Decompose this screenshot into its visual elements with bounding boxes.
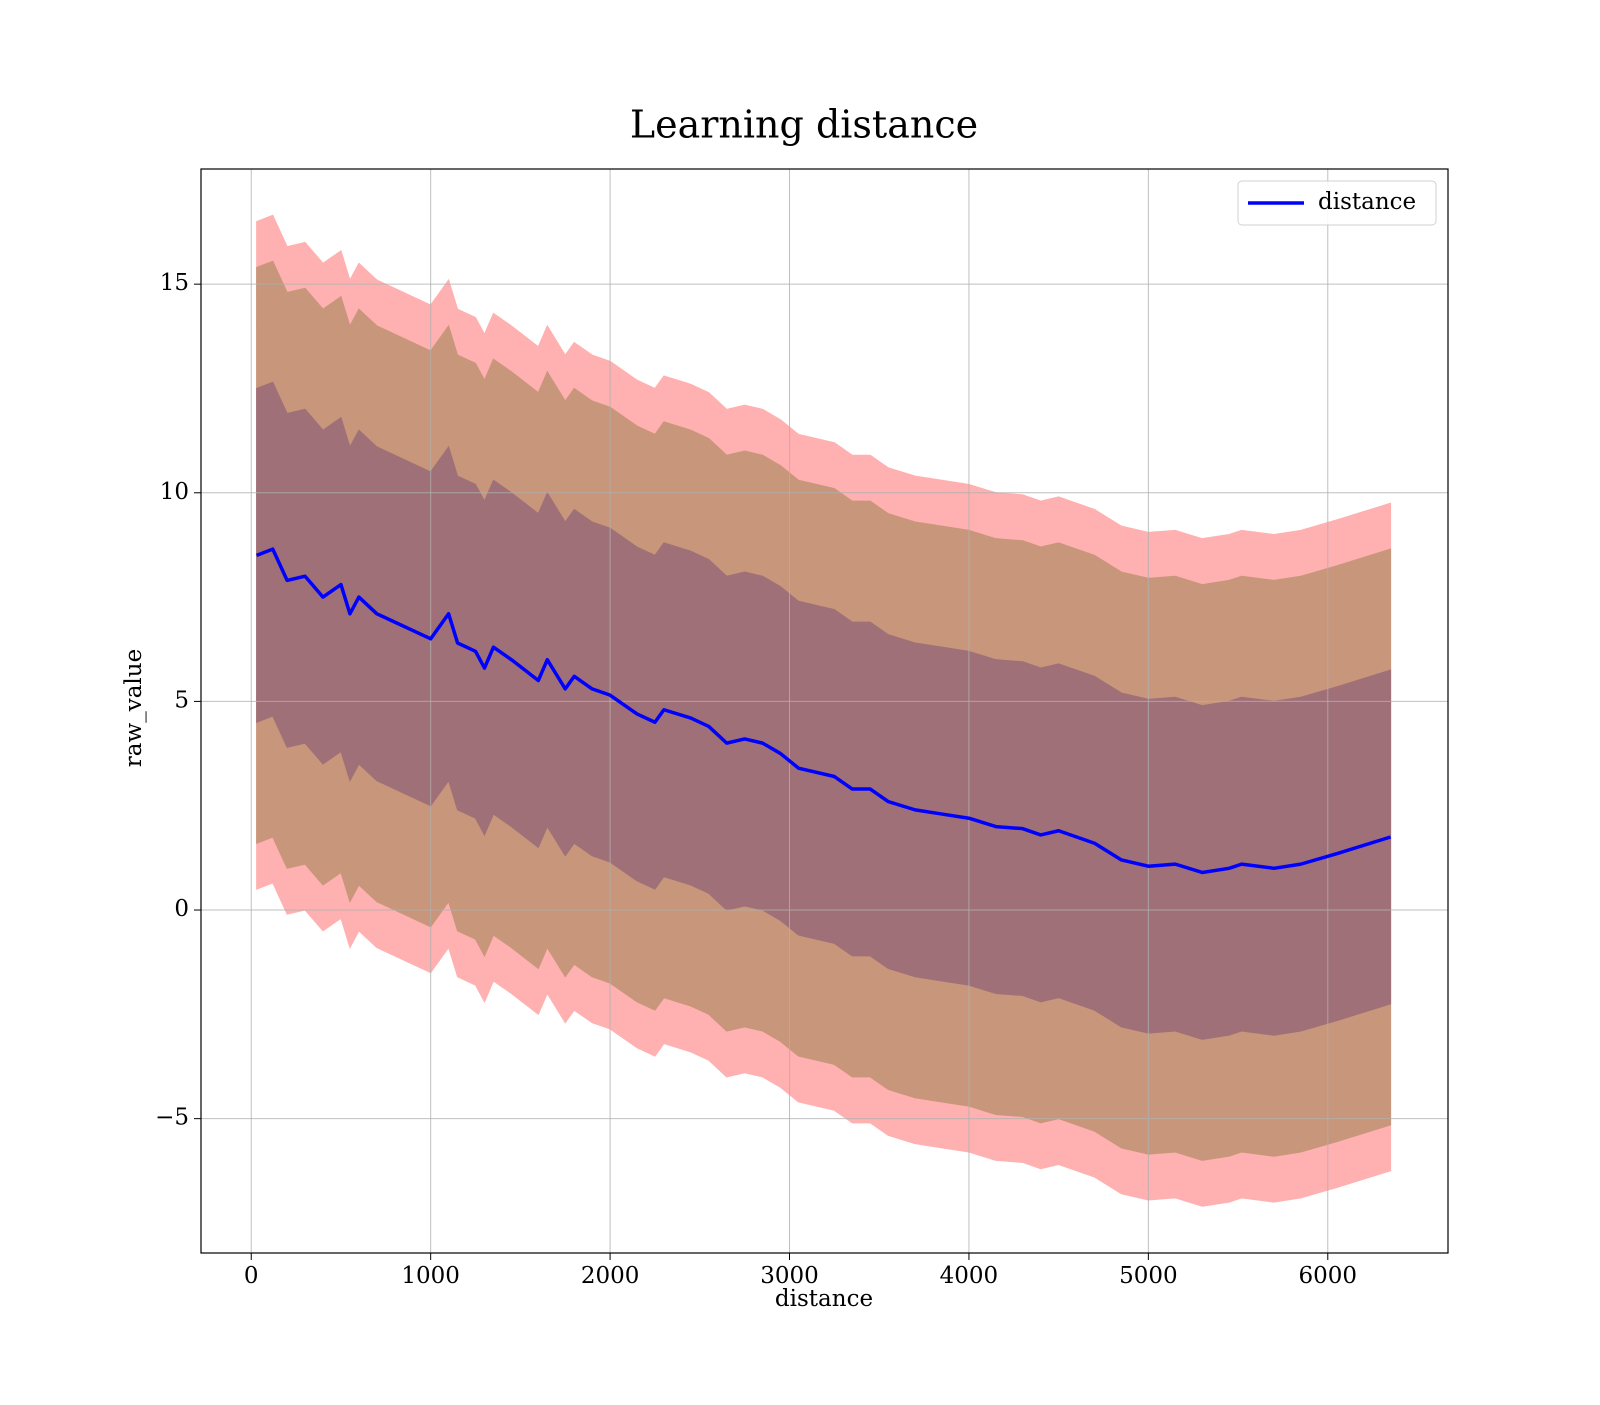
data-line [255, 547, 1392, 875]
y-tick-label: 15 [160, 270, 189, 296]
x-tick-label: 1000 [401, 1263, 460, 1289]
band [256, 381, 1392, 1040]
y-tick-label: 0 [174, 896, 189, 922]
x-tick-label: 0 [244, 1263, 259, 1289]
x-tick-label: 4000 [940, 1263, 999, 1289]
x-tick-label: 6000 [1299, 1263, 1358, 1289]
legend-box [1237, 180, 1437, 226]
plot-frame [200, 168, 1449, 1254]
y-axis-label: raw_value [121, 649, 147, 767]
y-tick-label: −5 [155, 1105, 189, 1131]
legend-label: distance [1318, 189, 1416, 215]
chart-title: Learning distance [630, 103, 978, 147]
x-tick-label: 3000 [760, 1263, 819, 1289]
x-tick-label: 5000 [1119, 1263, 1178, 1289]
y-tick-label: 10 [160, 479, 189, 505]
y-tick-label: 5 [174, 687, 189, 713]
x-axis-label: distance [775, 1286, 873, 1312]
x-tick-label: 2000 [581, 1263, 640, 1289]
